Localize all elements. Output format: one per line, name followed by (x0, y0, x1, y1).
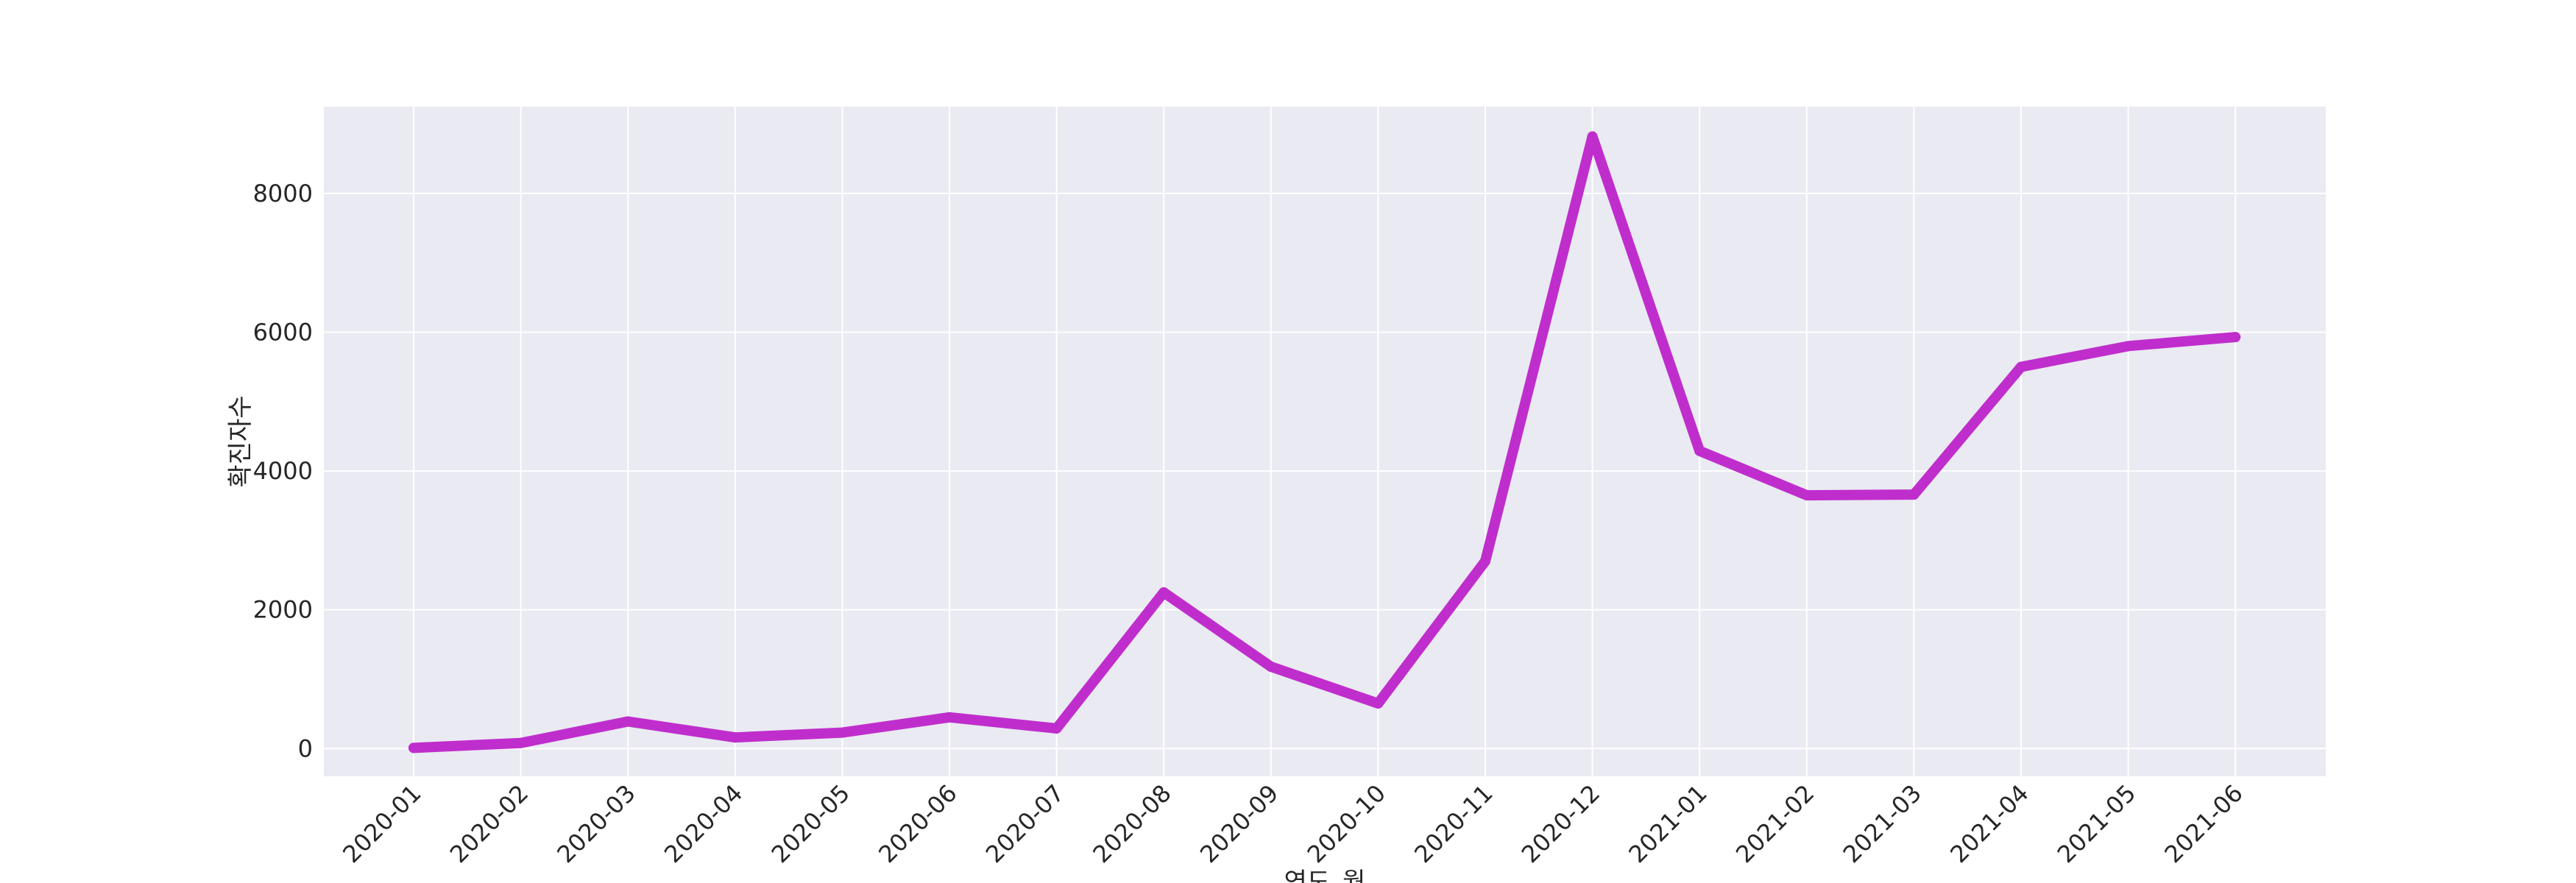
data-point (408, 742, 419, 753)
x-tick-label: 2020-07 (980, 779, 1069, 868)
data-point (729, 732, 740, 743)
y-tick-label: 6000 (253, 318, 313, 346)
y-tick-label: 4000 (253, 457, 313, 485)
y-tick-label: 2000 (253, 596, 313, 624)
series-line (408, 131, 2241, 753)
x-tick-label: 2020-05 (766, 779, 855, 868)
x-tick-label: 2020-06 (873, 779, 962, 868)
data-point (1373, 698, 1384, 709)
x-tick-label: 2021-05 (2052, 779, 2141, 868)
x-tick-label: 2021-02 (1730, 779, 1819, 868)
y-tick-label: 0 (298, 734, 313, 762)
x-tick-label: 2021-01 (1623, 779, 1712, 868)
x-tick-label: 2020-03 (551, 779, 640, 868)
x-tick-label: 2020-10 (1302, 779, 1391, 868)
y-tick-label: 8000 (253, 180, 313, 208)
data-point (515, 737, 526, 748)
x-tick-label: 2020-02 (445, 779, 534, 868)
data-point (1587, 131, 1598, 142)
data-point (623, 716, 634, 727)
x-tick-label: 2021-04 (1945, 779, 2034, 868)
data-point (1158, 587, 1170, 598)
data-point (1694, 445, 1705, 456)
x-tick-labels: 2020-01 2020-02 2020-03 2020-04 2020-05 2020-… (337, 779, 2248, 868)
x-tick-label: 2021-06 (2159, 779, 2248, 868)
x-tick-label: 2020-09 (1195, 779, 1284, 868)
x-tick-label: 2020-12 (1516, 779, 1605, 868)
x-tick-label: 2021-03 (1838, 779, 1927, 868)
data-point (837, 727, 848, 738)
x-tick-label: 2020-11 (1409, 779, 1498, 868)
data-point (2016, 361, 2026, 372)
x-tick-label: 2020-04 (659, 779, 748, 868)
y-axis-label: 확진자수 (226, 395, 255, 487)
data-point (2230, 332, 2241, 343)
data-point (2123, 341, 2134, 352)
series-layer (408, 131, 2241, 753)
x-tick-label: 2020-08 (1087, 779, 1176, 868)
plot-area (324, 107, 2326, 776)
data-point (1801, 490, 1812, 501)
data-point (944, 712, 955, 723)
y-tick-labels: 0 2000 4000 6000 8000 (253, 180, 313, 762)
x-tick-label: 2020-01 (337, 779, 426, 868)
x-axis-label: 연도_월 (1284, 868, 1366, 883)
data-point (1051, 723, 1062, 734)
data-point (1265, 662, 1276, 673)
data-point (1480, 556, 1490, 567)
data-point (1908, 489, 1919, 500)
